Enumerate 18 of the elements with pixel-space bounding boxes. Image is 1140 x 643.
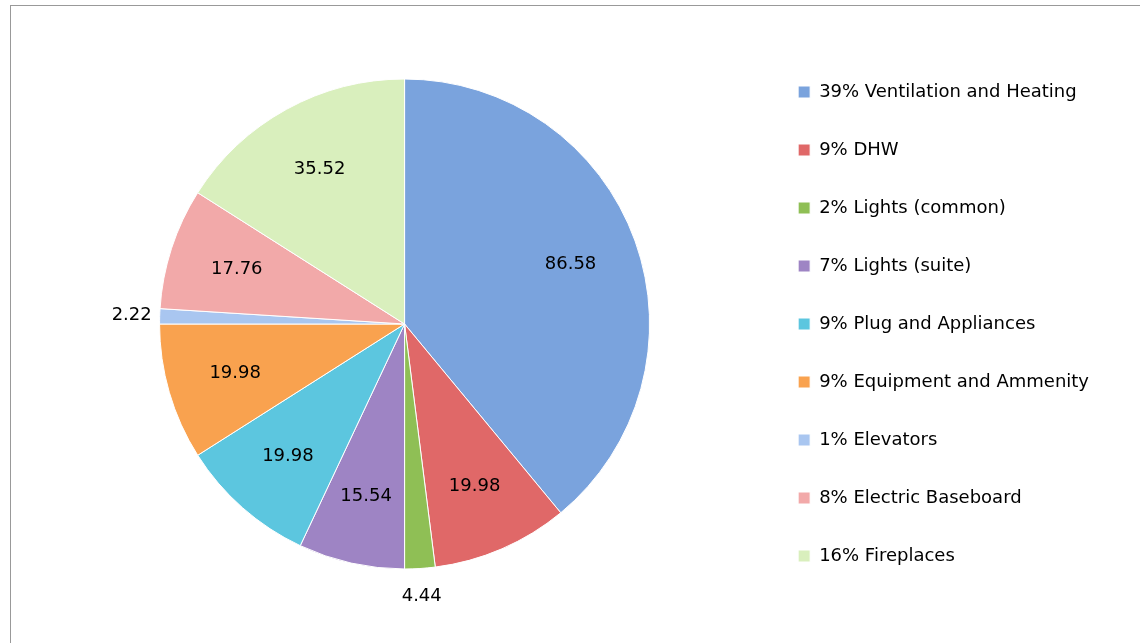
legend-label: 7% Lights (suite) [819,253,972,275]
legend-label: 39% Ventilation and Heating [819,79,1077,101]
data-label: 4.44 [401,584,442,606]
data-label: 17.76 [211,257,263,279]
legend-label: 16% Fireplaces [819,543,955,565]
data-label: 2.22 [111,303,152,325]
legend-label: 9% Plug and Appliances [819,311,1036,333]
data-label: 19.98 [448,473,501,495]
legend-label: 2% Lights (common) [819,195,1006,217]
data-label: 86.58 [544,251,597,273]
data-label: 19.98 [262,443,314,465]
data-label: 15.54 [340,483,392,505]
data-label: 35.52 [293,157,346,179]
legend-label: 8% Electric Baseboard [819,485,1022,507]
legend-label: 9% DHW [819,137,899,159]
data-label: 19.98 [209,360,261,382]
legend-label: 1% Elevators [819,427,938,449]
legend-label: 9% Equipment and Ammenity [819,369,1090,391]
